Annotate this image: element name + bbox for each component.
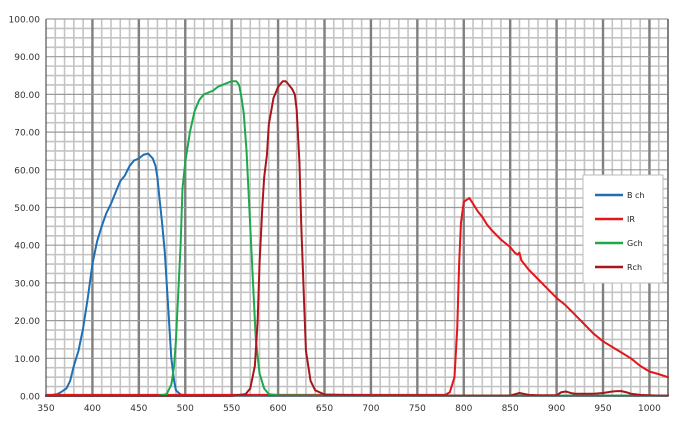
x-tick-label: 750 [409,404,426,414]
x-tick-label: 600 [269,404,286,414]
legend-label: Gch [627,239,643,248]
x-tick-label: 450 [130,404,147,414]
series-line-rch [45,80,669,397]
y-tick-label: 30.00 [14,279,40,289]
major-grid [46,18,669,396]
y-tick-label: 70.00 [14,129,40,139]
series-line-gch [45,80,669,397]
y-tick-label: 40.00 [14,242,40,252]
legend-label: B ch [627,191,645,200]
y-tick-label: 60.00 [14,166,40,176]
x-tick-label: 900 [548,404,565,414]
legend: B ch IR Gch Rch [582,174,664,284]
x-tick-label: 850 [502,404,519,414]
series-line-ir [45,197,669,396]
tick-labels: 350 400 450 500 550 600 650 700 750 800 850 900 950 1… [9,16,662,415]
x-tick-label: 950 [594,404,611,414]
x-tick-label: 650 [316,404,333,414]
y-tick-label: 80.00 [14,91,40,101]
y-tick-label: 10.00 [14,355,40,365]
x-tick-label: 1000 [638,404,661,414]
legend-box [582,174,664,284]
y-tick-label: 0.00 [20,393,40,403]
x-tick-label: 800 [455,404,472,414]
x-tick-label: 700 [362,404,379,414]
legend-label: IR [627,215,635,224]
axis-layer [45,19,668,397]
y-tick-label: 20.00 [14,317,40,327]
x-tick-label: 350 [37,404,54,414]
x-tick-label: 550 [223,404,240,414]
y-tick-label: 100.00 [9,16,41,26]
legend-label: Rch [627,263,642,272]
y-tick-label: 90.00 [14,53,40,63]
x-tick-label: 400 [84,404,101,414]
y-tick-label: 50.00 [14,204,40,214]
x-tick-label: 500 [177,404,194,414]
